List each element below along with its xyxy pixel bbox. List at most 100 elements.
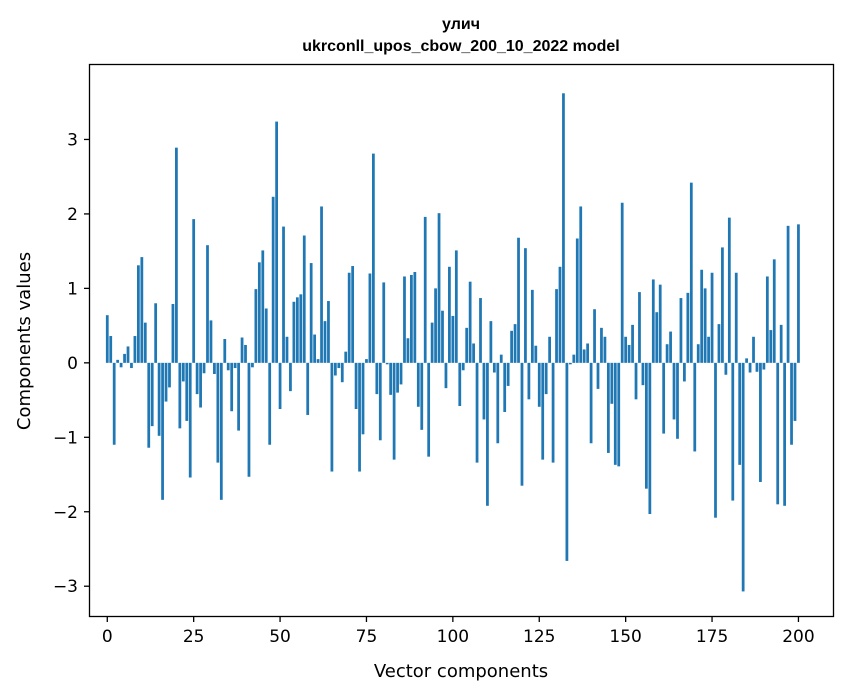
bar-189 <box>759 362 762 482</box>
bar-168 <box>686 292 690 363</box>
bar-80 <box>382 282 386 363</box>
bar-188 <box>755 362 759 372</box>
bar-161 <box>662 362 666 434</box>
bar-121 <box>524 248 527 363</box>
x-tick-label: 150 <box>609 627 641 647</box>
bar-45 <box>261 250 265 363</box>
bar-104 <box>465 327 469 363</box>
bar-182 <box>734 272 738 363</box>
bar-181 <box>731 362 735 501</box>
bar-31 <box>213 362 216 375</box>
bar-101 <box>454 250 458 363</box>
bar-130 <box>555 289 558 363</box>
y-tick-label: 1 <box>67 279 78 299</box>
bar-27 <box>199 362 202 408</box>
bar-28 <box>202 362 206 374</box>
bar-58 <box>306 362 310 415</box>
bar-105 <box>468 281 472 363</box>
x-tick-label: 25 <box>183 627 205 647</box>
x-tick-label: 100 <box>437 627 469 647</box>
bar-34 <box>223 339 227 363</box>
bar-128 <box>548 336 552 363</box>
bars-group <box>105 93 800 592</box>
bar-107 <box>475 362 479 463</box>
bar-40 <box>244 344 247 363</box>
bar-179 <box>724 362 728 375</box>
bar-124 <box>534 345 538 363</box>
bar-149 <box>620 202 624 363</box>
x-tick-label: 175 <box>696 627 728 647</box>
bar-32 <box>216 362 220 463</box>
x-tick-label: 200 <box>782 627 814 647</box>
plot-frame <box>88 63 835 618</box>
bar-52 <box>285 336 289 363</box>
bar-196 <box>783 362 787 506</box>
bar-191 <box>765 276 769 363</box>
bar-93 <box>427 362 431 457</box>
bar-29 <box>206 245 209 363</box>
bar-66 <box>333 362 337 376</box>
bar-110 <box>486 362 489 506</box>
bar-108 <box>479 298 482 363</box>
bar-187 <box>752 336 755 363</box>
bar-163 <box>669 331 672 363</box>
bar-81 <box>385 362 389 365</box>
bar-44 <box>257 262 261 363</box>
y-axis: −3 −2 −1 0 1 2 3 <box>53 130 90 597</box>
bar-48 <box>271 196 275 363</box>
bar-3 <box>116 359 120 363</box>
bar-106 <box>472 343 475 363</box>
bar-38 <box>237 362 240 431</box>
bar-42 <box>251 362 254 368</box>
bar-129 <box>551 362 555 463</box>
bar-139 <box>586 343 590 363</box>
bar-94 <box>430 322 434 363</box>
bar-2 <box>112 362 116 445</box>
bar-115 <box>503 362 507 412</box>
bar-162 <box>665 344 669 363</box>
chart-title: улич <box>442 16 480 33</box>
bar-77 <box>371 153 375 363</box>
bar-177 <box>717 324 721 363</box>
bar-21 <box>178 362 182 429</box>
bar-169 <box>689 182 693 363</box>
bar-4 <box>119 362 123 368</box>
bar-8 <box>133 336 137 363</box>
bar-54 <box>292 301 296 363</box>
bar-136 <box>575 238 579 363</box>
bar-117 <box>510 330 513 363</box>
bar-46 <box>264 308 268 363</box>
bar-192 <box>769 330 773 363</box>
bar-91 <box>420 362 424 430</box>
bar-97 <box>441 310 444 363</box>
bar-172 <box>700 269 704 363</box>
bar-186 <box>748 362 752 373</box>
bar-92 <box>423 216 427 363</box>
bar-19 <box>171 304 175 363</box>
y-tick-label: −3 <box>53 577 78 597</box>
bar-1 <box>109 336 113 363</box>
bar-176 <box>714 362 717 518</box>
bar-41 <box>247 362 251 477</box>
bar-53 <box>289 362 292 392</box>
bar-120 <box>520 362 524 486</box>
bar-138 <box>582 349 586 363</box>
bar-145 <box>606 362 610 453</box>
bar-111 <box>489 321 493 363</box>
bar-125 <box>537 362 541 407</box>
bar-68 <box>340 362 344 383</box>
bar-174 <box>707 336 710 363</box>
bar-159 <box>655 312 659 363</box>
bar-24 <box>188 362 192 478</box>
bar-14 <box>154 303 158 363</box>
bar-148 <box>617 362 621 467</box>
bar-131 <box>558 266 562 363</box>
bar-103 <box>461 362 465 371</box>
bar-49 <box>275 121 278 363</box>
bar-0 <box>105 315 109 363</box>
bar-59 <box>309 263 313 363</box>
bar-134 <box>568 362 572 365</box>
bar-63 <box>323 321 327 363</box>
bar-23 <box>185 362 189 421</box>
bar-87 <box>406 338 410 363</box>
